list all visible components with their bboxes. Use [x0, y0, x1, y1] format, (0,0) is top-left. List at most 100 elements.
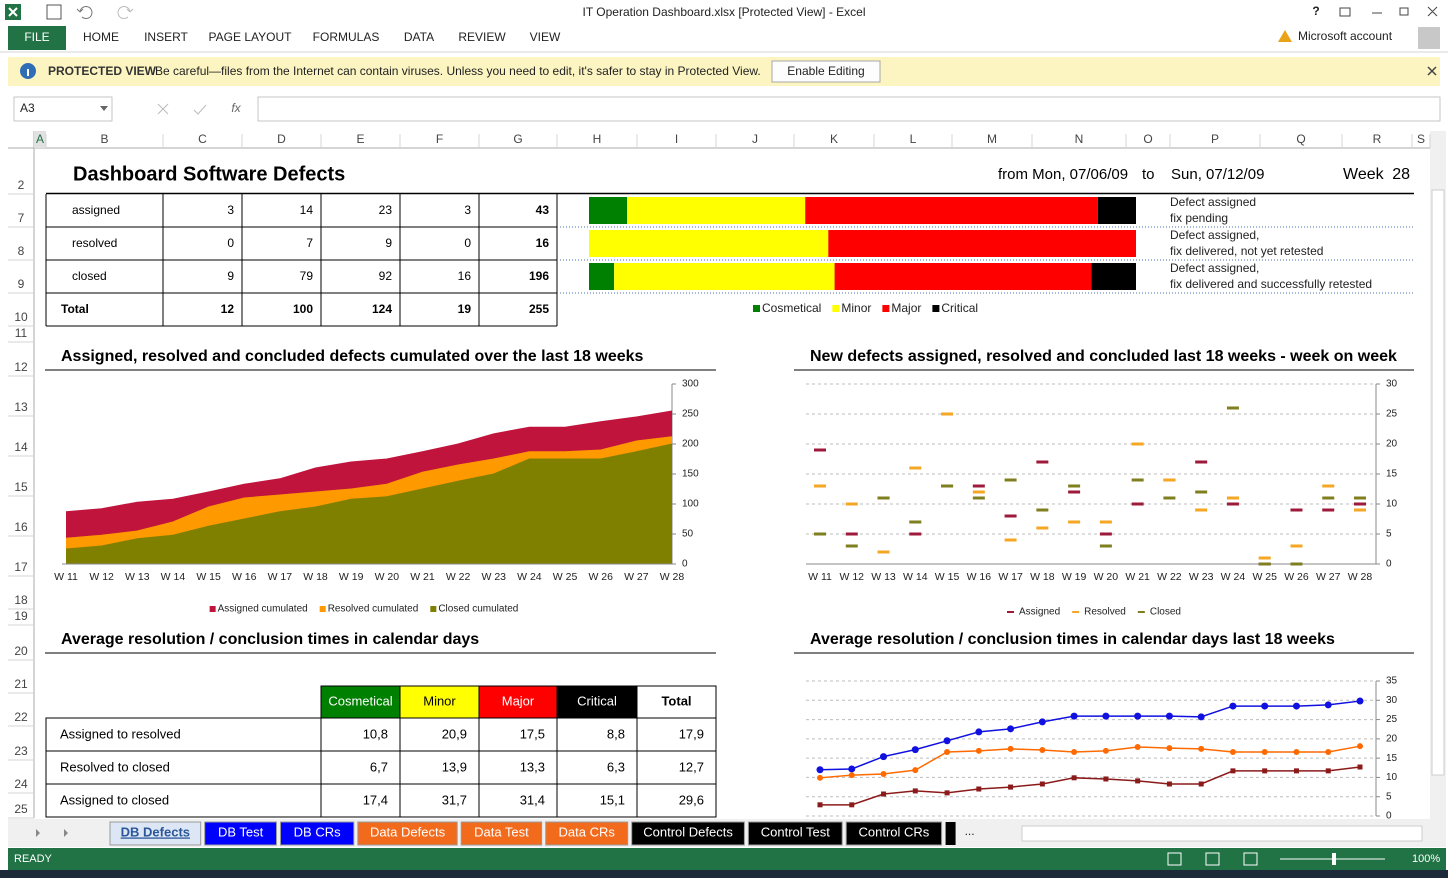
save-icon[interactable] [46, 4, 62, 20]
sheet-tab-label[interactable]: Control Defects [643, 824, 733, 839]
sheet-tab-label[interactable]: DB CRs [294, 824, 341, 839]
sheet-tab[interactable] [460, 821, 543, 846]
x-tick-label: W 11 [808, 571, 832, 583]
header-cell [478, 685, 558, 719]
legend-label: Cosmetical [762, 301, 821, 315]
point [1039, 747, 1046, 754]
x-tick-label: W 14 [161, 571, 186, 583]
file-tab[interactable] [8, 26, 66, 50]
protected-message: Be careful—files from the Internet can c… [155, 64, 761, 78]
view-buttons[interactable] [1167, 852, 1385, 866]
cell-value: 13,9 [442, 759, 467, 774]
header-label: Total [661, 693, 691, 708]
sheet-tab-label[interactable]: Control Test [761, 824, 831, 839]
row-header: 22 [14, 710, 28, 724]
point [1229, 748, 1236, 755]
ribbon-tab[interactable]: REVIEW [458, 30, 506, 44]
scroll-thumb[interactable] [1431, 189, 1445, 776]
cell-value: 14 [300, 203, 314, 217]
cell-value: 8,8 [607, 726, 625, 741]
sheet-tab-label[interactable]: DB Test [218, 824, 264, 839]
point [1134, 712, 1142, 720]
ribbon-tab[interactable]: FORMULAS [313, 30, 380, 44]
row-note: Defect assigned, [1170, 228, 1259, 242]
ribbon-tab[interactable]: FILE [24, 30, 49, 44]
ribbon-tab[interactable]: PAGE LAYOUT [209, 30, 293, 44]
point [1038, 718, 1046, 726]
point [1008, 784, 1014, 790]
sheet-tab[interactable] [109, 821, 202, 846]
point [1357, 764, 1363, 770]
cell-value: 16 [458, 269, 472, 283]
column-header: A [36, 132, 44, 146]
row-label: Total [61, 302, 89, 316]
sheet-tab[interactable] [845, 821, 943, 846]
point [975, 747, 982, 754]
avatar[interactable] [1418, 27, 1440, 49]
enable-editing-button[interactable] [771, 60, 881, 83]
x-tick-label: W 23 [482, 571, 507, 583]
row-header: 25 [14, 802, 28, 816]
x-tick-label: W 18 [303, 571, 328, 583]
undo-icon[interactable] [76, 6, 93, 19]
sheet-tab-label[interactable]: Data Defects [370, 824, 446, 839]
column-header: K [830, 132, 838, 146]
row-header: 14 [14, 440, 28, 454]
point [1007, 745, 1014, 752]
area-edge [65, 443, 673, 550]
sheet-tab[interactable] [747, 821, 843, 846]
x-tick-label: W 20 [1094, 571, 1119, 583]
sheet-tab[interactable] [204, 821, 277, 846]
cell-total: 255 [529, 302, 549, 316]
y-tick-label: 25 [1386, 714, 1398, 725]
cell-value: 29,6 [679, 792, 704, 807]
y-tick-label: 20 [1386, 439, 1398, 450]
cell-total: 43 [536, 203, 550, 217]
y-tick-label: 35 [1386, 676, 1398, 687]
y-tick-label: 30 [1386, 695, 1398, 706]
legend-label: Resolved [1084, 607, 1126, 618]
protected-bar [8, 57, 1440, 86]
point [943, 737, 951, 745]
sheet-tab[interactable] [279, 821, 355, 846]
sheet-tab-label[interactable]: Control CRs [859, 824, 930, 839]
formula-input[interactable] [257, 96, 1441, 122]
more-tabs[interactable]: ... [965, 824, 975, 838]
point [1071, 748, 1078, 755]
point [849, 802, 855, 808]
row-label: assigned [72, 203, 120, 217]
cell-value: 20,9 [442, 726, 467, 741]
redo-icon[interactable] [117, 6, 134, 19]
sheet-tab[interactable] [357, 821, 458, 846]
sheet-tab-label[interactable]: Data Test [474, 824, 529, 839]
point [1357, 743, 1363, 750]
ribbon-tab[interactable]: HOME [83, 30, 119, 44]
cell-value: 79 [300, 269, 314, 283]
sheet-tab[interactable] [945, 822, 956, 845]
header-label: Critical [577, 693, 617, 708]
zoom-thumb[interactable] [1332, 853, 1336, 865]
sheet-tab[interactable] [631, 821, 745, 846]
close-bar[interactable] [1427, 66, 1437, 76]
legend-swatch [753, 305, 760, 312]
point [1070, 712, 1078, 720]
zoom-level[interactable]: 100% [1412, 853, 1440, 865]
point [1103, 776, 1109, 782]
row-label: resolved [72, 236, 117, 250]
ribbon-tab[interactable]: DATA [404, 30, 434, 44]
help-button[interactable]: ? [1312, 4, 1319, 18]
account[interactable]: Microsoft account [1298, 29, 1393, 43]
sheet-tab-label[interactable]: Data CRs [559, 824, 616, 839]
sheet-tab-label[interactable]: DB Defects [121, 824, 190, 839]
point [1325, 768, 1331, 774]
defect-bar-segment [834, 263, 1092, 290]
window-buttons[interactable] [1339, 6, 1438, 17]
ribbon-tab[interactable]: INSERT [144, 30, 188, 44]
point [1007, 725, 1015, 733]
name-box[interactable] [13, 96, 113, 122]
column-header: Q [1296, 132, 1305, 146]
ribbon-tab[interactable]: VIEW [530, 30, 561, 44]
horizontal-scrollbar[interactable] [1021, 825, 1423, 842]
sheet-tab[interactable] [545, 821, 629, 846]
